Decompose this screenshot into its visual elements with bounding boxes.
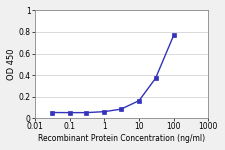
- X-axis label: Recombinant Protein Concentration (ng/ml): Recombinant Protein Concentration (ng/ml…: [38, 134, 205, 143]
- Y-axis label: OD 450: OD 450: [7, 49, 16, 80]
